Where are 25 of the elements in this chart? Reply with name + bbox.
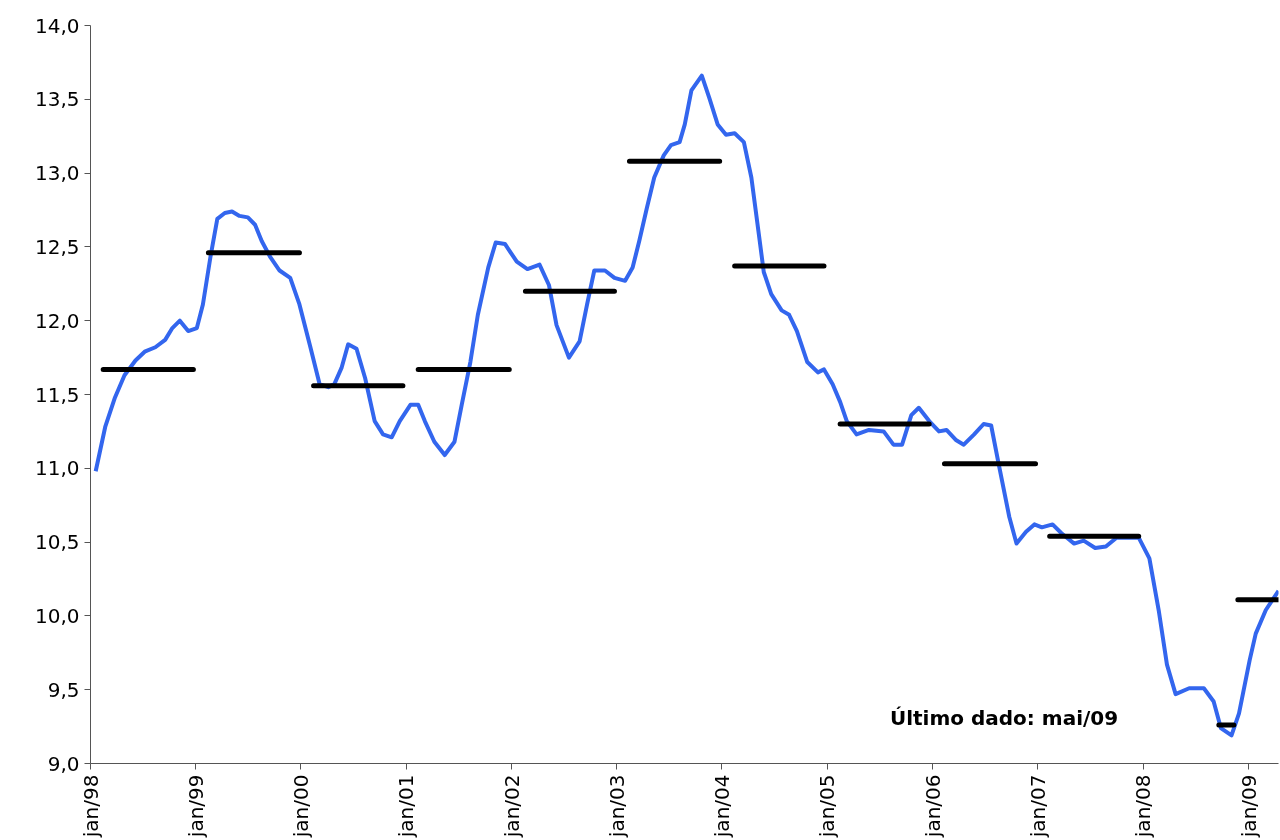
x-tick-label: jan/09	[1236, 774, 1261, 839]
y-tick-label: 13,0	[34, 161, 80, 186]
x-tick-label: jan/99	[183, 774, 208, 839]
x-tick-label: jan/08	[1131, 774, 1156, 839]
y-tick-label: 9,5	[47, 677, 80, 702]
x-tick-label: jan/07	[1025, 774, 1050, 839]
x-tick-label: jan/06	[920, 774, 945, 839]
x-tick-label: jan/00	[288, 774, 313, 839]
y-tick-label: 12,0	[34, 308, 80, 333]
y-tick-label: 10,5	[34, 530, 80, 555]
y-tick-label: 11,0	[34, 456, 80, 481]
y-tick-label: 14,0	[34, 13, 80, 38]
x-tick-label: jan/98	[78, 774, 103, 839]
x-tick-label: jan/01	[394, 774, 419, 839]
y-tick-label: 13,5	[34, 87, 80, 112]
y-tick-label: 9,0	[47, 751, 80, 776]
y-tick-label: 10,0	[34, 603, 80, 628]
x-tick-label: jan/02	[499, 774, 524, 839]
y-tick-label: 11,5	[34, 382, 80, 407]
x-tick-label: jan/05	[815, 774, 840, 839]
y-tick-label: 12,5	[34, 234, 80, 259]
x-tick-label: jan/03	[604, 774, 629, 839]
annotation: Último dado: mai/09	[889, 706, 1119, 731]
line-series	[93, 73, 1279, 738]
x-tick-label: jan/04	[709, 774, 734, 839]
